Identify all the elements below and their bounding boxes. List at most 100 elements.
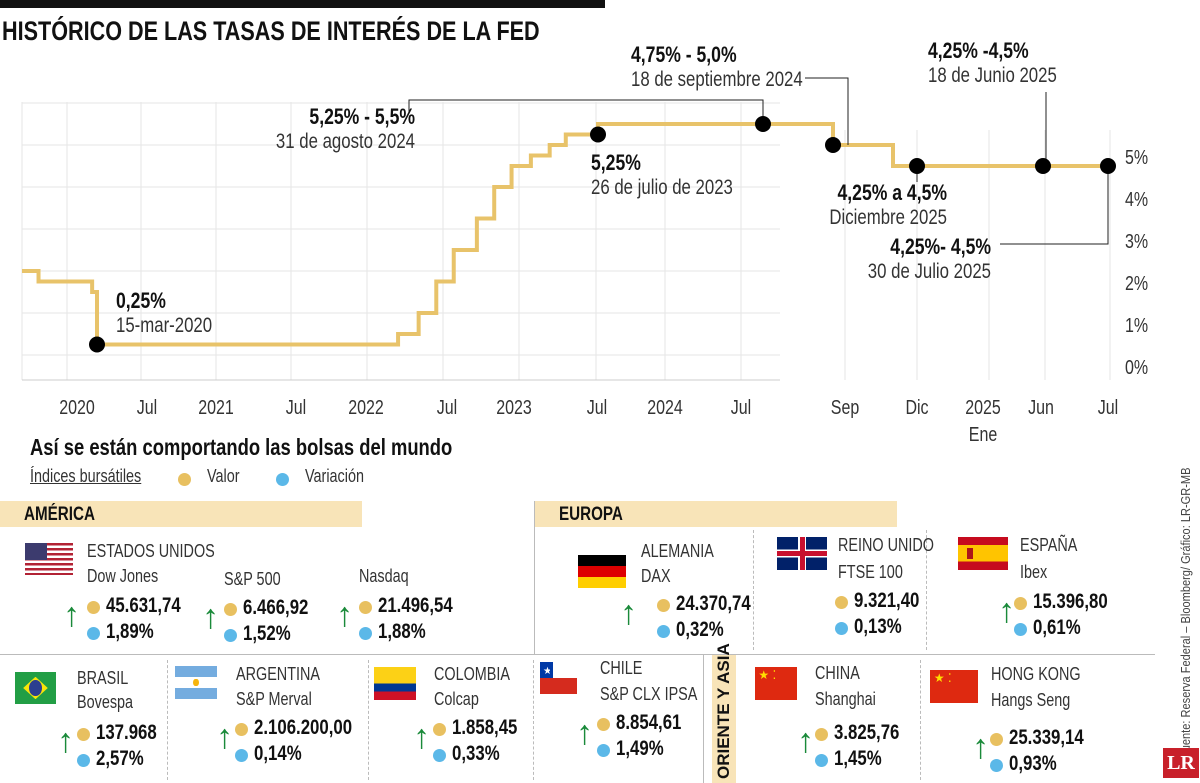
data-point xyxy=(89,336,105,353)
arrow-up-icon: ↑ xyxy=(620,594,637,632)
arrow-up-icon: ↑ xyxy=(998,592,1015,630)
index-change-text: 1,52% xyxy=(243,622,291,645)
annotation-value: 5,25% - 5,5% xyxy=(309,105,415,129)
flag-gb-icon xyxy=(777,537,827,570)
index-change: 1,88% xyxy=(378,620,438,644)
index-value: 8.854,61 xyxy=(616,711,698,735)
country-name: ESTADOS UNIDOS xyxy=(87,541,247,562)
annotation-date: 18 de Junio 2025 xyxy=(928,64,1057,87)
page-title: HISTÓRICO DE LAS TASAS DE INTERÉS DE LA … xyxy=(2,16,674,47)
annotation: 0,25%15-mar-2020 xyxy=(116,289,212,337)
x-tick-sublabel: Ene xyxy=(969,423,997,445)
variacion-dot-icon xyxy=(224,629,237,642)
index-name[interactable]: S&P CLX IPSA xyxy=(600,684,722,705)
index-name[interactable]: DAX xyxy=(641,566,678,587)
valor-dot-icon xyxy=(224,603,237,616)
arrow-up-icon: ↑ xyxy=(797,722,814,760)
x-tick: Jul xyxy=(286,396,306,418)
leader-line xyxy=(1000,167,1109,245)
index-value-text: 3.825,76 xyxy=(834,721,900,744)
x-tick-label: Jul xyxy=(587,396,607,418)
index-value-text: 8.854,61 xyxy=(616,711,682,734)
index-value-text: 2.106.200,00 xyxy=(254,716,353,739)
x-tick-label: 2023 xyxy=(496,396,532,418)
arrow-up-icon: ↑ xyxy=(57,722,74,760)
valor-dot-icon xyxy=(657,599,670,612)
valor-dot-icon xyxy=(77,728,90,741)
index-name[interactable]: Shanghai xyxy=(815,689,891,710)
annotation-date: 31 de agosto 2024 xyxy=(276,130,415,153)
index-change-text: 0,93% xyxy=(1009,752,1057,775)
annotation-date: 15-mar-2020 xyxy=(116,314,212,337)
index-name[interactable]: Nasdaq xyxy=(359,566,421,587)
flag-us-icon xyxy=(25,543,73,575)
x-tick-label: Dic xyxy=(905,396,928,418)
variacion-dot-icon xyxy=(235,749,248,762)
index-value-text: 9.321,40 xyxy=(854,589,920,612)
arrow-up-icon: ↑ xyxy=(216,718,233,756)
x-tick: Sep xyxy=(831,396,859,418)
valor-dot-icon xyxy=(235,723,248,736)
index-name[interactable]: Ibex xyxy=(1020,562,1054,583)
annotation: 4,25% a 4,5%Diciembre 2025 xyxy=(829,181,947,229)
index-change: 0,13% xyxy=(854,615,914,639)
index-name-text: DAX xyxy=(641,566,671,586)
country-name: ESPAÑA xyxy=(1020,535,1092,556)
index-name[interactable]: S&P 500 xyxy=(224,569,295,590)
divider xyxy=(533,660,534,780)
country-name-text: CHINA xyxy=(815,663,860,683)
legend-label-text: Índices bursátiles xyxy=(30,466,142,486)
index-value-text: 6.466,92 xyxy=(243,596,309,619)
x-tick: Jul xyxy=(1098,396,1118,418)
variacion-dot-icon xyxy=(77,754,90,767)
index-change-text: 1,89% xyxy=(106,620,154,643)
annotation-date: 30 de Julio 2025 xyxy=(868,260,991,283)
y-tick: 4% xyxy=(1125,188,1148,210)
index-change-text: 0,32% xyxy=(676,618,724,641)
index-name[interactable]: S&P Merval xyxy=(236,689,331,710)
index-name[interactable]: Dow Jones xyxy=(87,566,176,587)
index-name-text: Colcap xyxy=(434,689,479,709)
country-name-text: CHILE xyxy=(600,658,643,678)
annotation-date: Diciembre 2025 xyxy=(829,206,947,229)
divider xyxy=(368,660,369,780)
country-name: ALEMANIA xyxy=(641,541,732,562)
index-value: 25.339,14 xyxy=(1009,726,1102,750)
variacion-dot-icon xyxy=(359,627,372,640)
valor-dot-icon xyxy=(990,733,1003,746)
variacion-dot-icon xyxy=(657,625,670,638)
x-tick-label: Jul xyxy=(731,396,751,418)
annotation-value: 4,25% -4,5% xyxy=(928,39,1029,63)
index-name[interactable]: FTSE 100 xyxy=(838,562,919,583)
index-value-text: 15.396,80 xyxy=(1033,590,1108,613)
index-change: 2,57% xyxy=(96,747,156,771)
data-point xyxy=(590,126,606,143)
index-change: 0,32% xyxy=(676,618,736,642)
index-name-text: S&P CLX IPSA xyxy=(600,684,698,704)
x-tick-label: Jul xyxy=(286,396,306,418)
valor-dot-icon xyxy=(87,601,100,614)
divider xyxy=(753,530,754,650)
index-change: 0,14% xyxy=(254,742,314,766)
data-point xyxy=(825,137,841,153)
index-value: 45.631,74 xyxy=(106,594,199,618)
index-change: 1,45% xyxy=(834,747,894,771)
country-name: CHILE xyxy=(600,658,653,679)
x-tick-label: 2024 xyxy=(647,396,683,418)
flag-star: ★ ⁚ xyxy=(758,668,777,683)
arrow-up-icon: ↑ xyxy=(202,598,219,636)
legend-valor: Valor xyxy=(207,466,248,487)
index-name[interactable]: Bovespa xyxy=(77,692,147,713)
annotation-value: 5,25% xyxy=(591,151,641,175)
index-name[interactable]: Hangs Seng xyxy=(991,690,1090,711)
x-tick: 2020 xyxy=(59,396,95,418)
flag-de-icon xyxy=(578,555,626,588)
valor-dot-icon xyxy=(815,728,828,741)
region-america: AMÉRICA xyxy=(0,501,362,527)
source-text: Fuente: Reserva Federal – Bloomberg/ Grá… xyxy=(1178,467,1193,758)
index-value-text: 45.631,74 xyxy=(106,594,181,617)
index-name[interactable]: Colcap xyxy=(434,689,490,710)
x-tick: 2025 Ene xyxy=(965,396,1001,445)
index-change-text: 0,33% xyxy=(452,742,500,765)
flag-sun xyxy=(193,678,199,687)
